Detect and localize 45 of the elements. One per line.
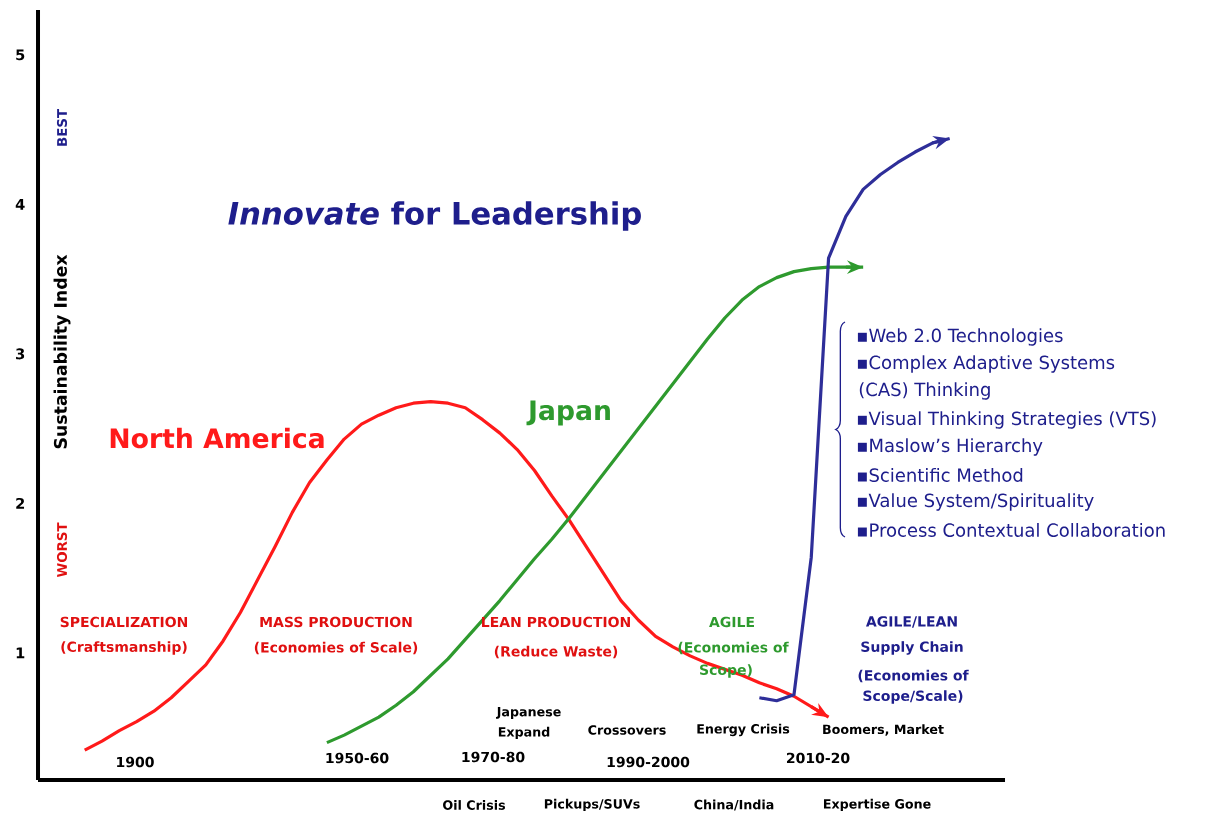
annotation: SPECIALIZATION (60, 616, 188, 628)
annotation: (Reduce Waste) (494, 645, 618, 659)
annotation: ▪Value System/Spirituality (857, 493, 1094, 511)
text: BEST (56, 109, 68, 146)
y-tick-label: 3 (16, 348, 25, 360)
text: Expertise Gone (824, 798, 931, 812)
y-tick-label: 5 (16, 49, 25, 61)
annotation: AGILE/LEAN (865, 616, 957, 628)
y-tick-label: 4 (15, 199, 25, 210)
annotation: ▪Complex Adaptive Systems (857, 355, 1115, 373)
text: Oil Crisis (443, 800, 505, 810)
y-tick-label: 1 (16, 647, 25, 659)
annotation: (Economies of (858, 669, 969, 683)
text: China/India (694, 799, 774, 811)
annotation: ▪Maslow’s Hierarchy (857, 438, 1043, 456)
y-axis-title: Sustainability Index (53, 254, 71, 449)
annotation: Boomers, Market (823, 724, 944, 736)
annotation: 2010-20 (786, 752, 850, 764)
annotation: 1990-2000 (607, 756, 690, 768)
annotation: Supply Chain (861, 641, 963, 655)
annotation: ▪Web 2.0 Technologies (857, 328, 1063, 346)
annotation: (CAS) Thinking (859, 382, 990, 400)
annotation: 1900 (117, 756, 154, 768)
annotation: (Craftsmanship) (61, 641, 187, 655)
y-tick-label: 2 (16, 497, 25, 509)
annotation: Scope/Scale) (863, 690, 963, 704)
annotation: Crossovers (588, 725, 666, 735)
annotation: MASS PRODUCTION (260, 616, 412, 628)
series-label: North America (110, 427, 324, 449)
annotation: Japanese (495, 707, 561, 719)
text: Innovate for Leadership (228, 201, 641, 231)
annotation: ▪Scientific Method (857, 468, 1023, 482)
annotation: Energy Crisis (697, 723, 790, 737)
annotation: (Economies of (678, 641, 789, 655)
annotation: AGILE (709, 616, 754, 628)
series-label: Japan (526, 400, 610, 426)
annotation: 1950-60 (326, 752, 389, 764)
annotation: LEAN PRODUCTION (482, 616, 630, 628)
text: WORST (56, 522, 68, 578)
text: Pickups/SUVs (544, 798, 640, 812)
annotation: ▪Process Contextual Collaboration (857, 523, 1165, 537)
annotation: (Economies of Scale) (254, 641, 418, 655)
annotation: ▪Visual Thinking Strategies (VTS) (857, 411, 1156, 429)
annotation: 1970-80 (462, 751, 525, 763)
annotation: Expand (498, 726, 550, 740)
